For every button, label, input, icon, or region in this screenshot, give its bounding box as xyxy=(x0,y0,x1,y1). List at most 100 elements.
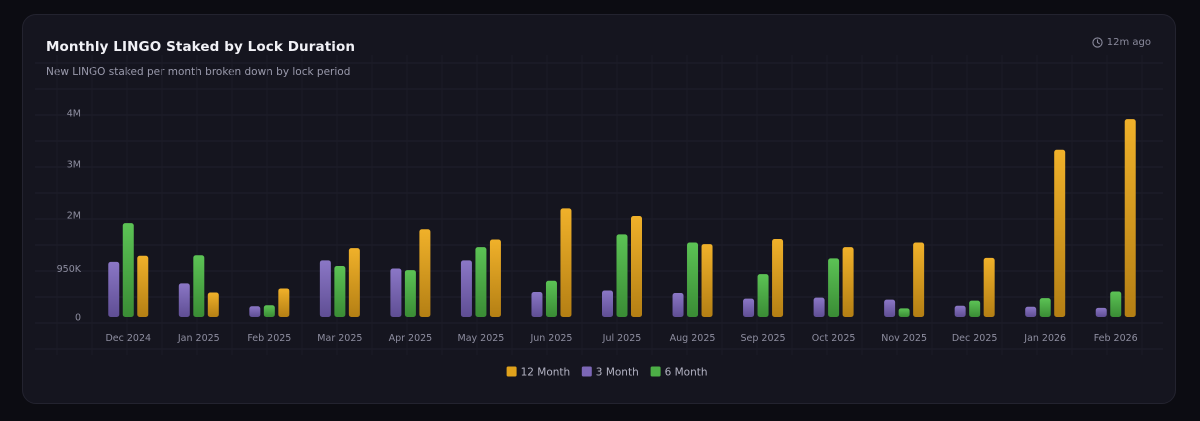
bar-group-jun-2025 xyxy=(531,208,572,317)
x-tick-label: Jul 2025 xyxy=(602,333,642,344)
bar-3-month-jun-2025[interactable] xyxy=(531,292,543,317)
x-tick-label: Sep 2025 xyxy=(741,333,786,344)
bar-12-month-dec-2024[interactable] xyxy=(137,255,149,317)
x-tick-label: Feb 2026 xyxy=(1094,333,1138,344)
y-tick-label: 2M xyxy=(67,211,81,222)
last-updated-text: 12m ago xyxy=(1106,37,1151,48)
chart-subtitle: New LINGO staked per month broken down b… xyxy=(46,66,351,78)
legend-label: 6 Month xyxy=(665,367,708,379)
legend-label: 12 Month xyxy=(521,367,571,379)
chart-title: Monthly LINGO Staked by Lock Duration xyxy=(46,39,356,55)
bar-3-month-feb-2025[interactable] xyxy=(249,306,261,317)
legend-label: 3 Month xyxy=(596,367,639,379)
bar-group-oct-2025 xyxy=(813,247,854,317)
y-axis: 0 950K 2M 3M 4M xyxy=(57,109,82,324)
legend-swatch xyxy=(506,366,517,377)
legend-swatch xyxy=(650,366,661,377)
bar-3-month-jul-2025[interactable] xyxy=(602,290,613,317)
x-tick-label: Aug 2025 xyxy=(670,333,716,344)
x-tick-label: Feb 2025 xyxy=(247,333,291,344)
bar-group-nov-2025 xyxy=(884,242,925,317)
bar-group-sep-2025 xyxy=(743,238,784,317)
bar-6-month-dec-2024[interactable] xyxy=(122,223,134,317)
bar-12-month-aug-2025[interactable] xyxy=(701,244,713,317)
x-tick-label: Nov 2025 xyxy=(881,333,927,344)
bar-group-may-2025 xyxy=(460,239,501,317)
bar-3-month-jan-2026[interactable] xyxy=(1025,306,1037,317)
bar-group-jul-2025 xyxy=(602,216,642,317)
bar-12-month-feb-2025[interactable] xyxy=(278,288,290,317)
x-tick-label: Mar 2025 xyxy=(317,333,362,344)
bar-3-month-mar-2025[interactable] xyxy=(319,260,331,317)
bar-group-feb-2026 xyxy=(1095,119,1136,318)
x-tick-label: May 2025 xyxy=(458,333,505,344)
bar-3-month-feb-2026[interactable] xyxy=(1095,307,1107,317)
x-axis: Dec 2024 Jan 2025 Feb 2025 Mar 2025 Apr 2025… xyxy=(105,333,1137,344)
x-tick-label: Jun 2025 xyxy=(529,333,572,344)
bar-12-month-mar-2025[interactable] xyxy=(348,248,360,317)
x-tick-label: Dec 2025 xyxy=(952,333,998,344)
last-updated: 12m ago xyxy=(1092,37,1151,48)
bar-6-month-feb-2025[interactable] xyxy=(263,305,275,317)
bar-3-month-apr-2025[interactable] xyxy=(390,268,402,317)
bar-group-apr-2025 xyxy=(390,229,431,317)
bar-12-month-jul-2025[interactable] xyxy=(631,216,642,317)
bar-group-dec-2024 xyxy=(108,223,149,317)
bar-12-month-apr-2025[interactable] xyxy=(419,229,431,317)
bar-6-month-oct-2025[interactable] xyxy=(828,258,840,317)
bar-6-month-aug-2025[interactable] xyxy=(687,242,699,317)
bar-12-month-dec-2025[interactable] xyxy=(983,257,995,317)
bar-group-mar-2025 xyxy=(319,248,360,317)
x-tick-label: Jan 2025 xyxy=(177,333,220,344)
bar-group-dec-2025 xyxy=(954,257,995,317)
bar-6-month-may-2025[interactable] xyxy=(475,247,487,317)
legend-item-12-month[interactable]: 12 Month xyxy=(506,366,571,379)
bar-group-jan-2025 xyxy=(178,255,219,317)
bar-group-jan-2026 xyxy=(1025,149,1066,317)
legend-item-6-month[interactable]: 6 Month xyxy=(650,366,708,379)
bar-3-month-nov-2025[interactable] xyxy=(884,299,896,317)
bar-chart: 0 950K 2M 3M 4M Dec 2024 Jan 2025 Feb 2025 Mar … xyxy=(35,55,1163,379)
y-tick-label: 0 xyxy=(75,313,81,324)
bar-12-month-sep-2025[interactable] xyxy=(772,238,784,317)
legend[interactable]: 12 Month 3 Month 6 Month xyxy=(506,366,708,379)
bar-6-month-mar-2025[interactable] xyxy=(334,266,346,317)
legend-item-3-month[interactable]: 3 Month xyxy=(581,366,639,379)
bar-3-month-aug-2025[interactable] xyxy=(672,293,684,317)
bar-series xyxy=(108,119,1136,318)
bar-6-month-jan-2026[interactable] xyxy=(1039,298,1051,317)
x-tick-label: Jan 2026 xyxy=(1023,333,1066,344)
bar-6-month-jul-2025[interactable] xyxy=(616,234,628,317)
bar-6-month-feb-2026[interactable] xyxy=(1110,291,1122,318)
x-tick-label: Apr 2025 xyxy=(389,333,433,344)
bar-6-month-apr-2025[interactable] xyxy=(404,270,416,317)
bar-6-month-dec-2025[interactable] xyxy=(969,300,981,317)
bar-3-month-may-2025[interactable] xyxy=(460,260,472,317)
bar-6-month-sep-2025[interactable] xyxy=(757,274,769,317)
bar-group-aug-2025 xyxy=(672,242,713,317)
x-tick-label: Dec 2024 xyxy=(105,333,151,344)
bar-3-month-oct-2025[interactable] xyxy=(813,297,825,317)
bar-12-month-jan-2026[interactable] xyxy=(1054,149,1066,317)
bar-6-month-jun-2025[interactable] xyxy=(545,280,557,317)
bar-12-month-jan-2025[interactable] xyxy=(207,292,219,317)
y-tick-label: 4M xyxy=(67,109,81,120)
bar-3-month-dec-2024[interactable] xyxy=(108,261,120,317)
x-tick-label: Oct 2025 xyxy=(812,333,856,344)
bar-group-feb-2025 xyxy=(249,288,290,317)
bar-3-month-dec-2025[interactable] xyxy=(954,305,966,317)
clock-icon xyxy=(1092,37,1103,48)
bar-6-month-nov-2025[interactable] xyxy=(898,308,910,317)
bar-12-month-may-2025[interactable] xyxy=(489,239,501,317)
bar-12-month-feb-2026[interactable] xyxy=(1124,119,1136,318)
legend-swatch xyxy=(581,366,592,377)
bar-3-month-sep-2025[interactable] xyxy=(743,298,755,317)
bar-6-month-jan-2025[interactable] xyxy=(193,255,205,317)
bar-12-month-oct-2025[interactable] xyxy=(842,247,854,317)
y-tick-label: 950K xyxy=(57,264,82,275)
bar-3-month-jan-2025[interactable] xyxy=(178,283,190,317)
bar-12-month-nov-2025[interactable] xyxy=(913,242,925,317)
bar-12-month-jun-2025[interactable] xyxy=(560,208,572,317)
y-tick-label: 3M xyxy=(67,160,81,171)
chart-card: Monthly LINGO Staked by Lock Duration Ne… xyxy=(22,14,1176,404)
